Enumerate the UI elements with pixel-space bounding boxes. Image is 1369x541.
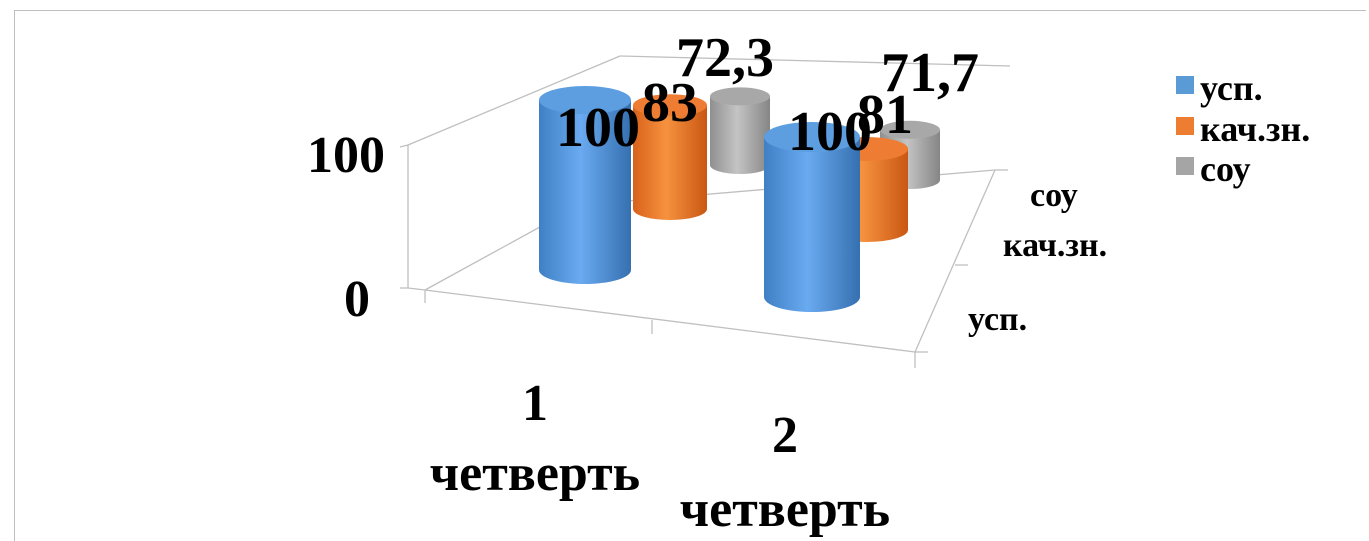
cylinder-top: [539, 86, 631, 114]
data-label-1-1: 100: [556, 97, 640, 159]
y-tick-label-100: 100: [307, 127, 385, 184]
depth-axis-line: [914, 169, 996, 353]
depth-label-usp: усп.: [968, 301, 1027, 338]
cylinder-1-1: [539, 86, 631, 284]
cylinder-top: [880, 120, 940, 139]
legend-label-1: усп.: [1200, 68, 1263, 108]
legend-swatch-1: [1176, 76, 1194, 94]
category-labels: 1 четверть 2 четверть: [430, 375, 890, 538]
legend: усп.кач.зн.соу: [1176, 68, 1310, 189]
cylinder-body: [539, 100, 631, 284]
y-tick-label-0: 0: [344, 271, 370, 328]
cylinder-top: [764, 122, 860, 152]
floor-back-edge: [407, 287, 426, 291]
cylinder-1-2: [633, 94, 707, 220]
category-label-1: 1 четверть: [430, 375, 640, 502]
depth-label-kach: кач.зн.: [1003, 227, 1107, 264]
category-label-2: 2 четверть: [680, 407, 890, 538]
legend-label-3: соу: [1200, 149, 1251, 189]
data-label-2-1: 100: [788, 101, 872, 163]
depth-label-sou: соу: [1030, 177, 1078, 214]
chart-frame: [14, 10, 1366, 541]
cylinder-top: [710, 87, 770, 106]
data-label-2-2: 81: [857, 84, 913, 146]
cylinders: [539, 86, 940, 312]
x-axis-line: [424, 289, 916, 353]
data-label-1-3: 72,3: [676, 27, 774, 89]
cylinder-body: [710, 96, 770, 174]
cylinder-body: [764, 137, 860, 312]
cylinder-1-3: [710, 87, 770, 174]
back-top-left-edge: [407, 55, 621, 146]
data-label-1-2: 83: [642, 72, 698, 134]
cylinder-top: [633, 94, 707, 117]
data-label-2-3: 71,7: [881, 42, 979, 104]
cylinder-2-1: [764, 122, 860, 312]
legend-label-2: кач.зн.: [1200, 109, 1310, 149]
cylinder-body: [633, 105, 707, 220]
legend-swatch-3: [1176, 157, 1194, 175]
back-top-right-edge: [619, 55, 1011, 67]
y-tick-100: [399, 144, 409, 148]
legend-swatch-2: [1176, 117, 1194, 135]
